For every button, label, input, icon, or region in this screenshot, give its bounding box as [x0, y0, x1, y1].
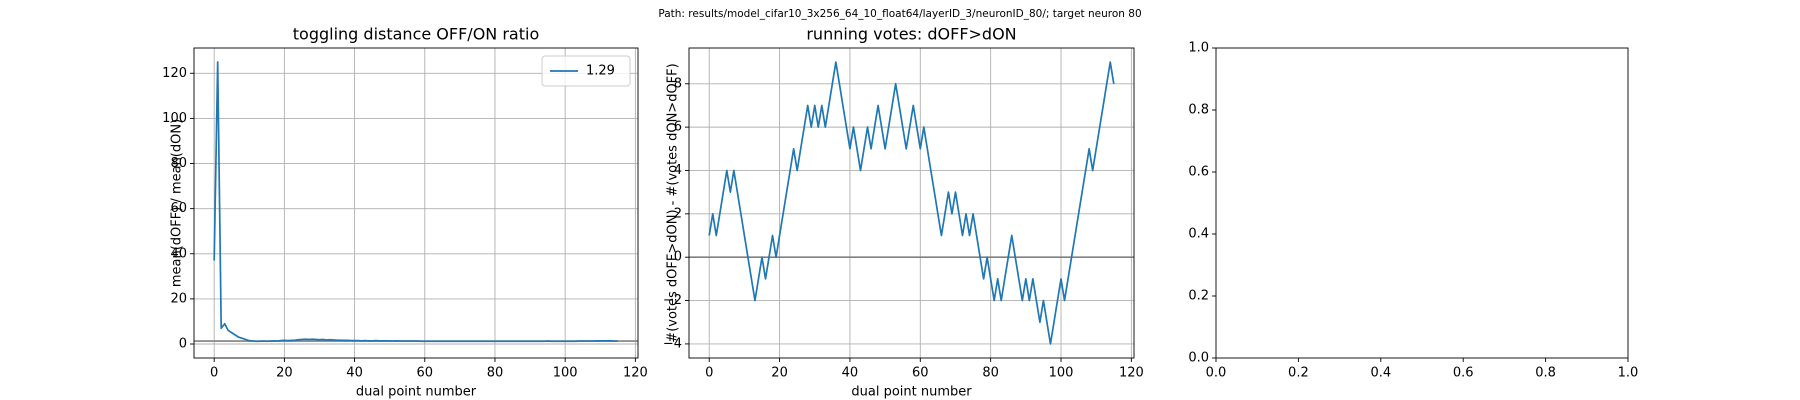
y-tick-label: 0.8 — [1188, 103, 1209, 118]
legend-label: 1.29 — [586, 64, 615, 79]
x-tick-label: 60 — [912, 366, 929, 381]
data-line — [213, 61, 618, 343]
y-tick-label: 100 — [162, 111, 187, 126]
x-axis-label: dual point number — [356, 385, 477, 400]
x-tick-label: 0 — [210, 366, 218, 381]
x-tick-label: 0 — [705, 366, 713, 381]
axes-title: running votes: dOFF>dON — [806, 25, 1016, 44]
y-tick-label: 60 — [170, 201, 187, 216]
y-tick-label: 80 — [170, 156, 187, 171]
x-tick-label: 120 — [623, 366, 648, 381]
x-tick-label: 40 — [842, 366, 859, 381]
x-tick-label: 0.4 — [1370, 366, 1391, 381]
x-tick-label: 100 — [553, 366, 578, 381]
y-tick-label: 20 — [170, 291, 187, 306]
y-tick-label: 0.2 — [1188, 289, 1209, 304]
x-tick-label: 20 — [771, 366, 788, 381]
x-axis-label: dual point number — [851, 385, 972, 400]
y-axis-label: #(votes dOFF>dON) - #(votes dON>dOFF) — [666, 63, 681, 342]
legend: 1.29 — [541, 55, 631, 87]
y-tick-label: 0.6 — [1188, 165, 1209, 180]
x-tick-label: 0.6 — [1453, 366, 1474, 381]
y-tick-label: 40 — [170, 246, 187, 261]
axes-frame — [1215, 47, 1629, 359]
x-tick-label: 80 — [982, 366, 999, 381]
y-tick-label: −4 — [663, 336, 682, 351]
y-tick-label: 0 — [179, 337, 187, 352]
y-axis-label: mean(dOFF) / mean(dON) — [170, 119, 185, 287]
x-tick-label: 0.0 — [1206, 366, 1227, 381]
legend-box — [541, 55, 631, 87]
axes: 0 20 40 60 80 100 120 0 20 40 60 80 100 120 toggling d… — [162, 25, 648, 400]
y-tick-label: 6 — [674, 120, 682, 135]
y-tick-label: 120 — [162, 66, 187, 81]
x-tick-label: 40 — [346, 366, 363, 381]
y-tick-label: 8 — [674, 76, 682, 91]
x-tick-label: 100 — [1049, 366, 1074, 381]
y-tick-label: 0.4 — [1188, 227, 1209, 242]
x-tick-label: 0.8 — [1535, 366, 1556, 381]
x-tick-label: 0.2 — [1288, 366, 1309, 381]
axes: 0 20 40 60 80 100 120 −4 −2 0 2 4 6 8 running votes: d… — [663, 25, 1144, 400]
x-tick-label: 1.0 — [1618, 366, 1639, 381]
x-tick-label: 20 — [276, 366, 293, 381]
y-tick-label: 2 — [674, 206, 682, 221]
y-tick-label: 0.0 — [1188, 351, 1209, 366]
axes-frame — [688, 47, 1135, 359]
axes-title: toggling distance OFF/ON ratio — [293, 25, 539, 44]
axes: 0.0 0.2 0.4 0.6 0.8 1.0 0.0 0.2 0.4 0.6 0.8 1.0 — [1188, 41, 1638, 381]
y-tick-label: 1.0 — [1188, 41, 1209, 56]
x-tick-label: 120 — [1119, 366, 1144, 381]
x-tick-label: 60 — [417, 366, 434, 381]
y-tick-label: 0 — [674, 250, 682, 265]
suptitle: Path: results/model_cifar10_3x256_64_10_… — [658, 8, 1141, 20]
axes-frame — [193, 47, 639, 359]
y-tick-label: −2 — [663, 293, 682, 308]
y-tick-label: 4 — [674, 163, 682, 178]
data-line — [708, 61, 1115, 345]
x-tick-label: 80 — [487, 366, 504, 381]
